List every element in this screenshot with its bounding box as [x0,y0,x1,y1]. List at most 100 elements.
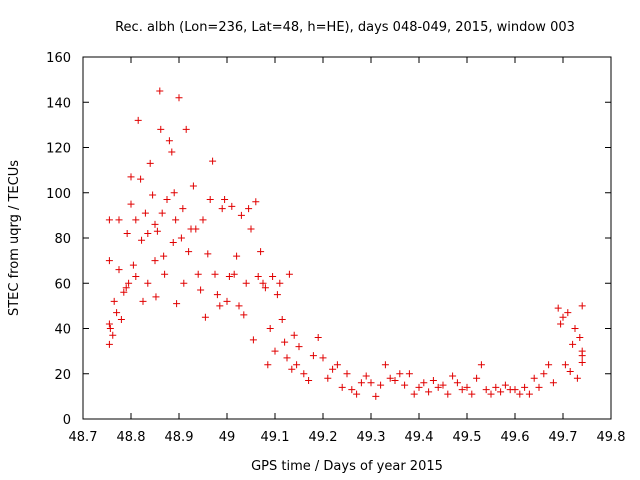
data-point [165,137,173,145]
data-point [333,361,341,369]
data-point [105,340,113,348]
x-tick-label: 49.1 [261,430,290,445]
data-point [105,216,113,224]
y-tick-label: 120 [46,142,71,157]
data-point [458,386,466,394]
data-point [216,302,224,310]
data-point [237,211,245,219]
x-tick-label: 49 [219,430,236,445]
data-point [566,367,574,375]
data-point [175,94,183,102]
y-tick-label: 100 [46,187,71,202]
data-point [521,383,529,391]
data-point [221,196,229,204]
data-point [211,270,219,278]
x-tick-label: 48.9 [165,430,194,445]
data-point [559,313,567,321]
data-point [160,252,168,260]
data-point [564,309,572,317]
data-point [125,279,133,287]
data-point [223,297,231,305]
data-point [444,390,452,398]
data-point [429,377,437,385]
data-point [271,347,279,355]
data-point [290,331,298,339]
data-point [129,261,137,269]
data-point [401,381,409,389]
data-point [146,159,154,167]
data-point [123,229,131,237]
x-tick-label: 48.8 [117,430,146,445]
data-point [115,216,123,224]
data-point [434,383,442,391]
data-point [343,370,351,378]
data-point [245,205,253,213]
y-tick-label: 0 [63,413,71,428]
y-tick-label: 80 [54,232,71,247]
data-point [468,390,476,398]
x-tick-label: 49.7 [549,430,578,445]
data-point [213,291,221,299]
data-point [105,320,113,328]
data-point [463,383,471,391]
data-point [113,309,121,317]
data-point [122,284,130,292]
data-point [453,379,461,387]
data-point [405,370,413,378]
data-point [293,361,301,369]
data-point [420,379,428,387]
data-point [134,116,142,124]
data-point [151,220,159,228]
data-point [285,270,293,278]
data-point [110,297,118,305]
data-point [525,390,533,398]
data-point [319,354,327,362]
data-point [535,383,543,391]
data-point [149,191,157,199]
data-point [201,313,209,321]
data-point [161,270,169,278]
data-point [206,196,214,204]
data-point [305,377,313,385]
data-point [115,266,123,274]
data-point [357,379,365,387]
data-point [132,216,140,224]
data-point [249,336,257,344]
x-tick-label: 49.2 [309,430,338,445]
data-point [173,300,181,308]
y-tick-label: 140 [46,96,71,111]
data-point [197,286,205,294]
data-point [410,390,418,398]
data-point [127,173,135,181]
data-point [449,372,457,380]
data-point [487,390,495,398]
data-point [497,388,505,396]
data-point [329,365,337,373]
data-point [473,374,481,382]
data-point [106,325,114,332]
data-point [127,200,135,208]
data-point [144,279,152,287]
data-point [511,386,519,394]
data-point [482,386,490,394]
data-point [314,334,322,342]
x-axis-label: GPS time / Days of year 2015 [251,459,443,474]
data-point [415,383,423,391]
data-point [180,279,188,287]
data-point [117,315,125,323]
data-point [153,227,161,235]
y-axis: 0 20 40 60 80 100 120 140 160 [46,51,611,428]
data-point [170,189,178,197]
data-point [204,250,212,258]
data-point [139,297,147,305]
data-point [545,361,553,369]
data-point [138,236,146,244]
y-axis-label: STEC from uqrg / TECUs [7,160,22,316]
data-point [156,87,164,95]
data-point [179,205,187,213]
data-point [338,383,346,391]
data-point [257,248,265,256]
data-point [569,340,577,348]
data-point [157,125,165,133]
data-point [105,257,113,265]
